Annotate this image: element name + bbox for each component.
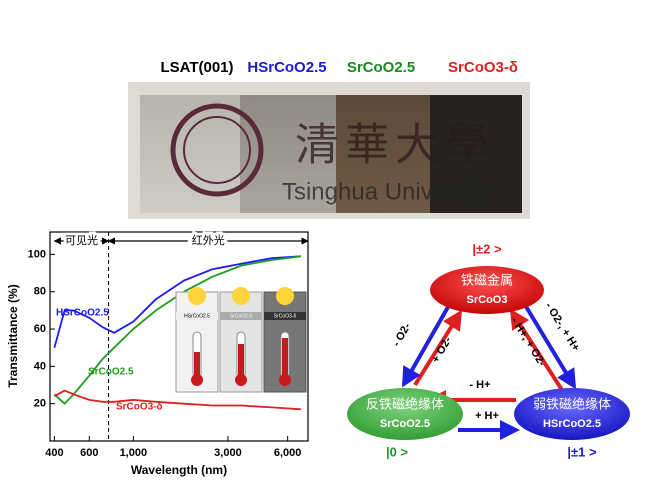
y-tick-label: 40 <box>34 360 46 372</box>
plot-frame <box>49 231 309 442</box>
node-name: 反铁磁绝缘体 <box>366 396 444 411</box>
thermometer-fill <box>282 338 288 378</box>
edge-label: + O2- <box>430 335 454 365</box>
slide <box>240 95 336 213</box>
node-formula: SrCoO3 <box>467 294 508 306</box>
region-label: 红外光 <box>192 233 225 247</box>
diagram: 铁磁金属 SrCoO3 |±2 > 反铁磁绝缘体 SrCoO2.5 |0 > 弱… <box>347 241 630 459</box>
x-tick-label: 600 <box>80 447 98 459</box>
thermometer-bulb <box>279 374 291 386</box>
seal <box>170 103 264 197</box>
node <box>347 388 463 440</box>
chart: Transmittance (%) Wavelength (nm) 20 40 60… <box>6 230 309 477</box>
edge-label: - H+, + O2- <box>508 315 548 368</box>
y-axis-title: Transmittance (%) <box>6 284 20 387</box>
y-tick-label: 60 <box>34 323 46 335</box>
series-line <box>53 389 301 411</box>
edge-label: - H+ <box>469 379 490 391</box>
y-tick-label: 80 <box>34 286 46 298</box>
photo-overlay-text: 清華大學 <box>295 120 495 171</box>
inset-label-bar <box>264 312 306 320</box>
photo-overlay-text: Tsinghua University <box>282 178 490 205</box>
arrow <box>520 298 577 390</box>
thermometer-fill <box>238 344 244 378</box>
x-tick-label: 1,000 <box>120 447 148 459</box>
inset-label-bar <box>176 312 218 320</box>
node-state: |±1 > <box>567 444 597 459</box>
y-tick-label: 20 <box>34 398 46 410</box>
arrow <box>413 309 463 387</box>
sample-label: HSrCoO2.5 <box>247 59 326 76</box>
node <box>514 388 630 440</box>
node-name: 铁磁金属 <box>461 272 513 287</box>
series-label: SrCoO2.5 <box>88 367 134 378</box>
inset-label: HSrCoO2.5 <box>184 313 210 319</box>
region-label: 可见光 <box>65 233 98 247</box>
sample-label: SrCoO2.5 <box>347 59 415 76</box>
inset: HSrCoO2.5 SrCoO2.5 SrCoO3-δ <box>175 287 307 393</box>
node-formula: HSrCoO2.5 <box>543 418 601 430</box>
node-formula: SrCoO2.5 <box>380 418 430 430</box>
sample-label: SrCoO3-δ <box>448 59 518 76</box>
sun-icon <box>188 287 206 305</box>
inset-label: SrCoO3-δ <box>274 313 297 319</box>
slide <box>336 95 430 213</box>
inset-label-bar <box>220 312 262 320</box>
node <box>430 266 544 314</box>
inset-label: SrCoO2.5 <box>230 313 252 319</box>
node-state: |±2 > <box>472 241 502 256</box>
sun-icon <box>232 287 250 305</box>
seal <box>183 116 251 184</box>
thermometer-bulb <box>235 374 247 386</box>
thermometer-bulb <box>191 374 203 386</box>
series-line <box>53 255 301 348</box>
node-name: 弱铁磁绝缘体 <box>533 396 611 411</box>
sample-label: LSAT(001) <box>160 59 233 76</box>
arrow <box>402 299 454 388</box>
y-tick-label: 100 <box>28 248 46 260</box>
sun-icon <box>276 287 294 305</box>
x-tick-label: 6,000 <box>274 447 302 459</box>
series-label: HSrCoO2.5 <box>56 308 109 319</box>
arrow <box>509 308 564 392</box>
edge-label: - O2- <box>390 321 413 349</box>
series-label: SrCoO3-δ <box>116 402 163 413</box>
x-tick-label: 400 <box>45 447 63 459</box>
node-state: |0 > <box>386 444 408 459</box>
thermometer-fill <box>194 352 200 378</box>
edge-label: + H+ <box>475 410 499 422</box>
x-tick-label: 3,000 <box>214 447 242 459</box>
slide <box>430 95 522 213</box>
x-axis-title: Wavelength (nm) <box>131 463 227 477</box>
photo: 清華大學 Tsinghua University LSAT(001) HSrCo… <box>128 59 530 219</box>
